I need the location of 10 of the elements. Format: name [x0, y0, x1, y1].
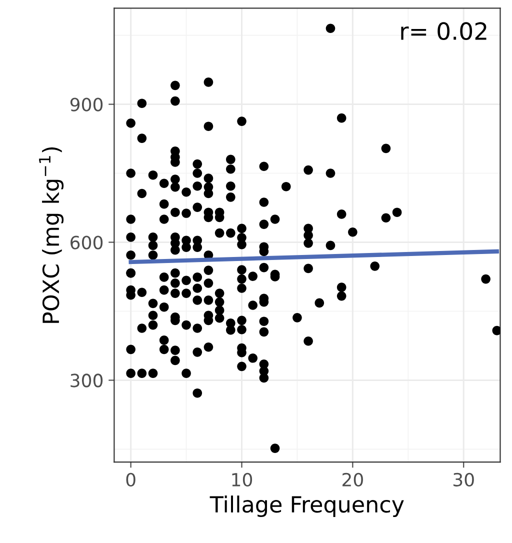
annotation: r= 0.02	[401, 22, 486, 40]
x-tick-label: 20	[342, 472, 363, 486]
y-tick-label: 300	[70, 374, 103, 388]
x-tick-label: 30	[454, 472, 474, 486]
x-axis-title: Tillage Frequency	[210, 496, 404, 518]
y-tick-label: 900	[70, 98, 103, 112]
x-tick-label: 10	[232, 472, 252, 486]
y-tick-label: 600	[70, 236, 103, 250]
x-tick-label: 0	[126, 472, 136, 486]
y-axis-title: POXC (mg kg$^{−1}$)	[39, 147, 64, 323]
